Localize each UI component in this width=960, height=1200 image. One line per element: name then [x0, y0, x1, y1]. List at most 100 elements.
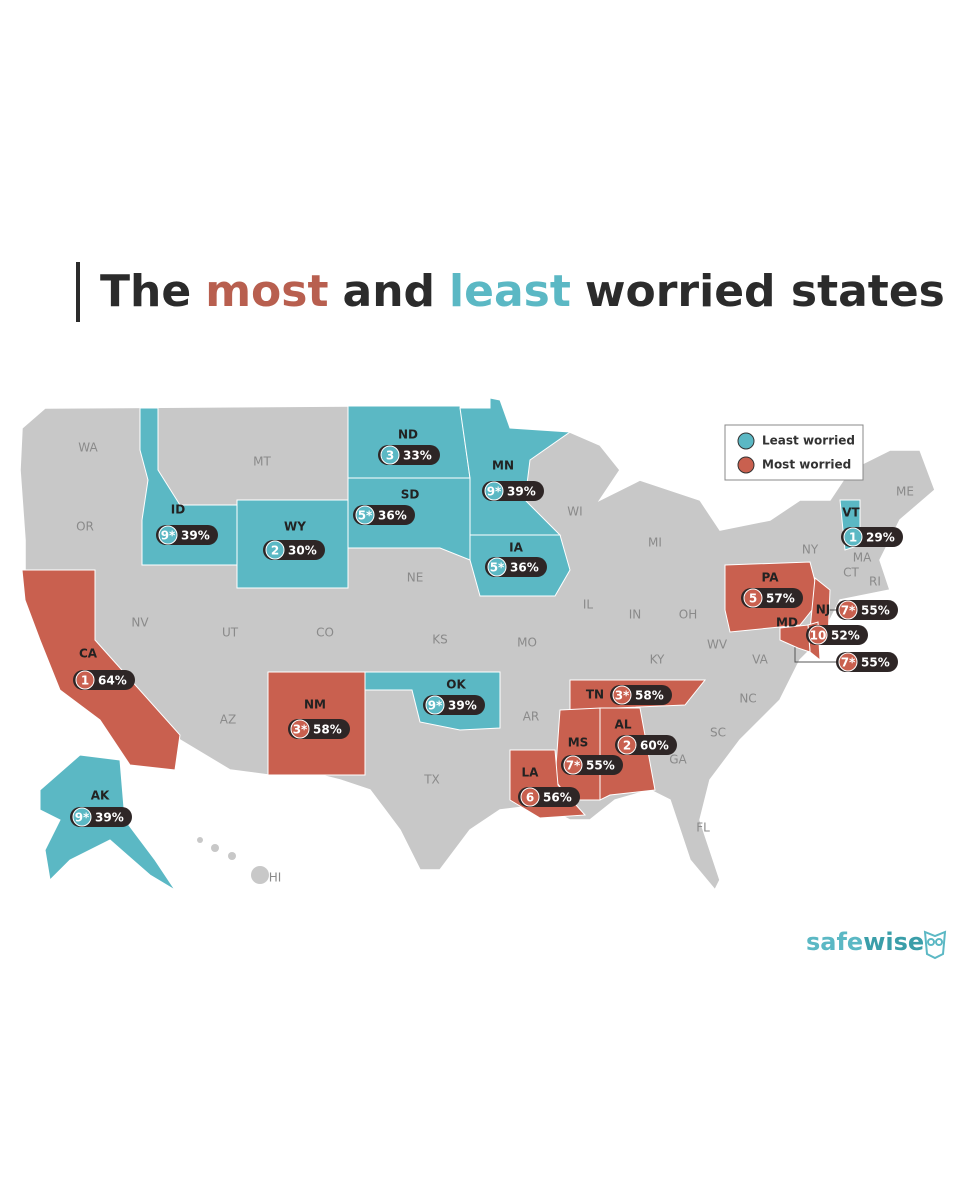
badge-rank: 2	[623, 739, 631, 753]
state-label: IA	[509, 541, 523, 555]
state-label: OR	[76, 520, 94, 534]
badge: 3* 58%	[610, 685, 672, 705]
badge-percent: 30%	[288, 544, 317, 558]
state-label: WV	[707, 638, 728, 652]
state-label: ID	[171, 503, 185, 517]
badge: 5* 36%	[353, 505, 415, 525]
badge-rank-circle	[425, 695, 445, 715]
badge: 5* 36%	[485, 557, 547, 577]
badge-percent: 39%	[448, 699, 477, 713]
state-label: OH	[679, 608, 697, 622]
badge-rank: 3	[386, 449, 394, 463]
badge-rank-circle	[612, 685, 632, 705]
state-label: AK	[91, 789, 110, 803]
state-label: NV	[131, 616, 149, 630]
badge: 7* 55%	[836, 600, 898, 620]
state-label: ND	[398, 428, 418, 442]
hawaii	[197, 837, 269, 884]
state-label: NC	[739, 692, 756, 706]
badge-percent: 52%	[831, 629, 860, 643]
badge-percent: 33%	[403, 449, 432, 463]
logo-part: safe	[806, 928, 863, 956]
badge: 5 57%	[741, 588, 803, 608]
state-label: WY	[284, 520, 306, 534]
title: The most and least worried states	[76, 262, 959, 322]
badge-rank: 10	[810, 629, 827, 643]
badge-rank: 9*	[428, 699, 443, 713]
state-label: LA	[522, 766, 540, 780]
badge-rank: 5*	[490, 561, 505, 575]
badge-rank-circle	[838, 600, 858, 620]
title-word: worried states	[584, 266, 945, 317]
state-label: MT	[253, 455, 271, 469]
badge-rank: 1	[849, 531, 857, 545]
badge-rank: 3*	[615, 689, 630, 703]
state-label: TN	[586, 688, 604, 702]
state-label: WI	[567, 505, 582, 519]
badge-rank: 3*	[293, 723, 308, 737]
state-label: VA	[752, 653, 768, 667]
badge-percent: 64%	[98, 674, 127, 688]
badge-rank-circle	[838, 652, 858, 672]
badge: 3* 58%	[288, 719, 350, 739]
state-label: KS	[432, 633, 448, 647]
badge-rank: 5	[749, 592, 757, 606]
badge-percent: 58%	[635, 689, 664, 703]
badge-rank-circle	[484, 481, 504, 501]
state-label: CT	[843, 566, 859, 580]
legend-label: Least worried	[762, 434, 855, 448]
badge-rank-circle	[265, 540, 285, 560]
state-label: MS	[568, 736, 589, 750]
title-word: and	[342, 266, 436, 317]
badge-rank-circle	[290, 719, 310, 739]
badge-percent: 57%	[766, 592, 795, 606]
legend: Least worried Most worried	[724, 424, 864, 481]
badge: 1 64%	[73, 670, 135, 690]
state-label: KY	[650, 653, 665, 667]
badge-rank: 7*	[841, 604, 856, 618]
badge-percent: 60%	[640, 739, 669, 753]
state-label: CA	[79, 647, 98, 661]
state-label: FL	[696, 821, 710, 835]
state-label: SC	[710, 726, 726, 740]
state-shape	[347, 405, 471, 479]
badge-percent: 39%	[95, 811, 124, 825]
badge-rank: 5*	[358, 509, 373, 523]
state-label: MO	[517, 636, 537, 650]
state-label: PA	[762, 571, 780, 585]
badge-rank: 7*	[566, 759, 581, 773]
state-label: UT	[222, 626, 239, 640]
state-label: OK	[446, 678, 466, 692]
state-label: GA	[669, 753, 687, 767]
badge-percent: 56%	[543, 791, 572, 805]
badge-rank: 6	[526, 791, 534, 805]
title-word: The	[100, 266, 192, 317]
state-shape	[554, 707, 601, 801]
badge-rank-circle	[843, 527, 863, 547]
badge-percent: 29%	[866, 531, 895, 545]
badge-rank-circle	[487, 557, 507, 577]
badge: 7* 55%	[561, 755, 623, 775]
badge: 10 52%	[806, 625, 868, 645]
title-word: most	[205, 266, 329, 317]
badge-percent: 55%	[861, 604, 890, 618]
badge-rank-circle	[380, 445, 400, 465]
badge-rank-circle	[743, 588, 763, 608]
badge: 9* 39%	[156, 525, 218, 545]
badge-rank-circle	[355, 505, 375, 525]
state-label: MA	[853, 551, 872, 565]
badge: 2 60%	[615, 735, 677, 755]
badge: 9* 39%	[70, 807, 132, 827]
logo-part: wise	[863, 928, 924, 956]
badge: 7* 55%	[836, 652, 898, 672]
state-label: NY	[802, 543, 819, 557]
badge-rank: 1	[81, 674, 89, 688]
state-label: MD	[776, 616, 798, 630]
state-label: HI	[269, 871, 282, 885]
badge: 1 29%	[841, 527, 903, 547]
badge-rank: 9*	[161, 529, 176, 543]
badge-rank: 7*	[841, 656, 856, 670]
logo: safewise	[806, 928, 924, 956]
